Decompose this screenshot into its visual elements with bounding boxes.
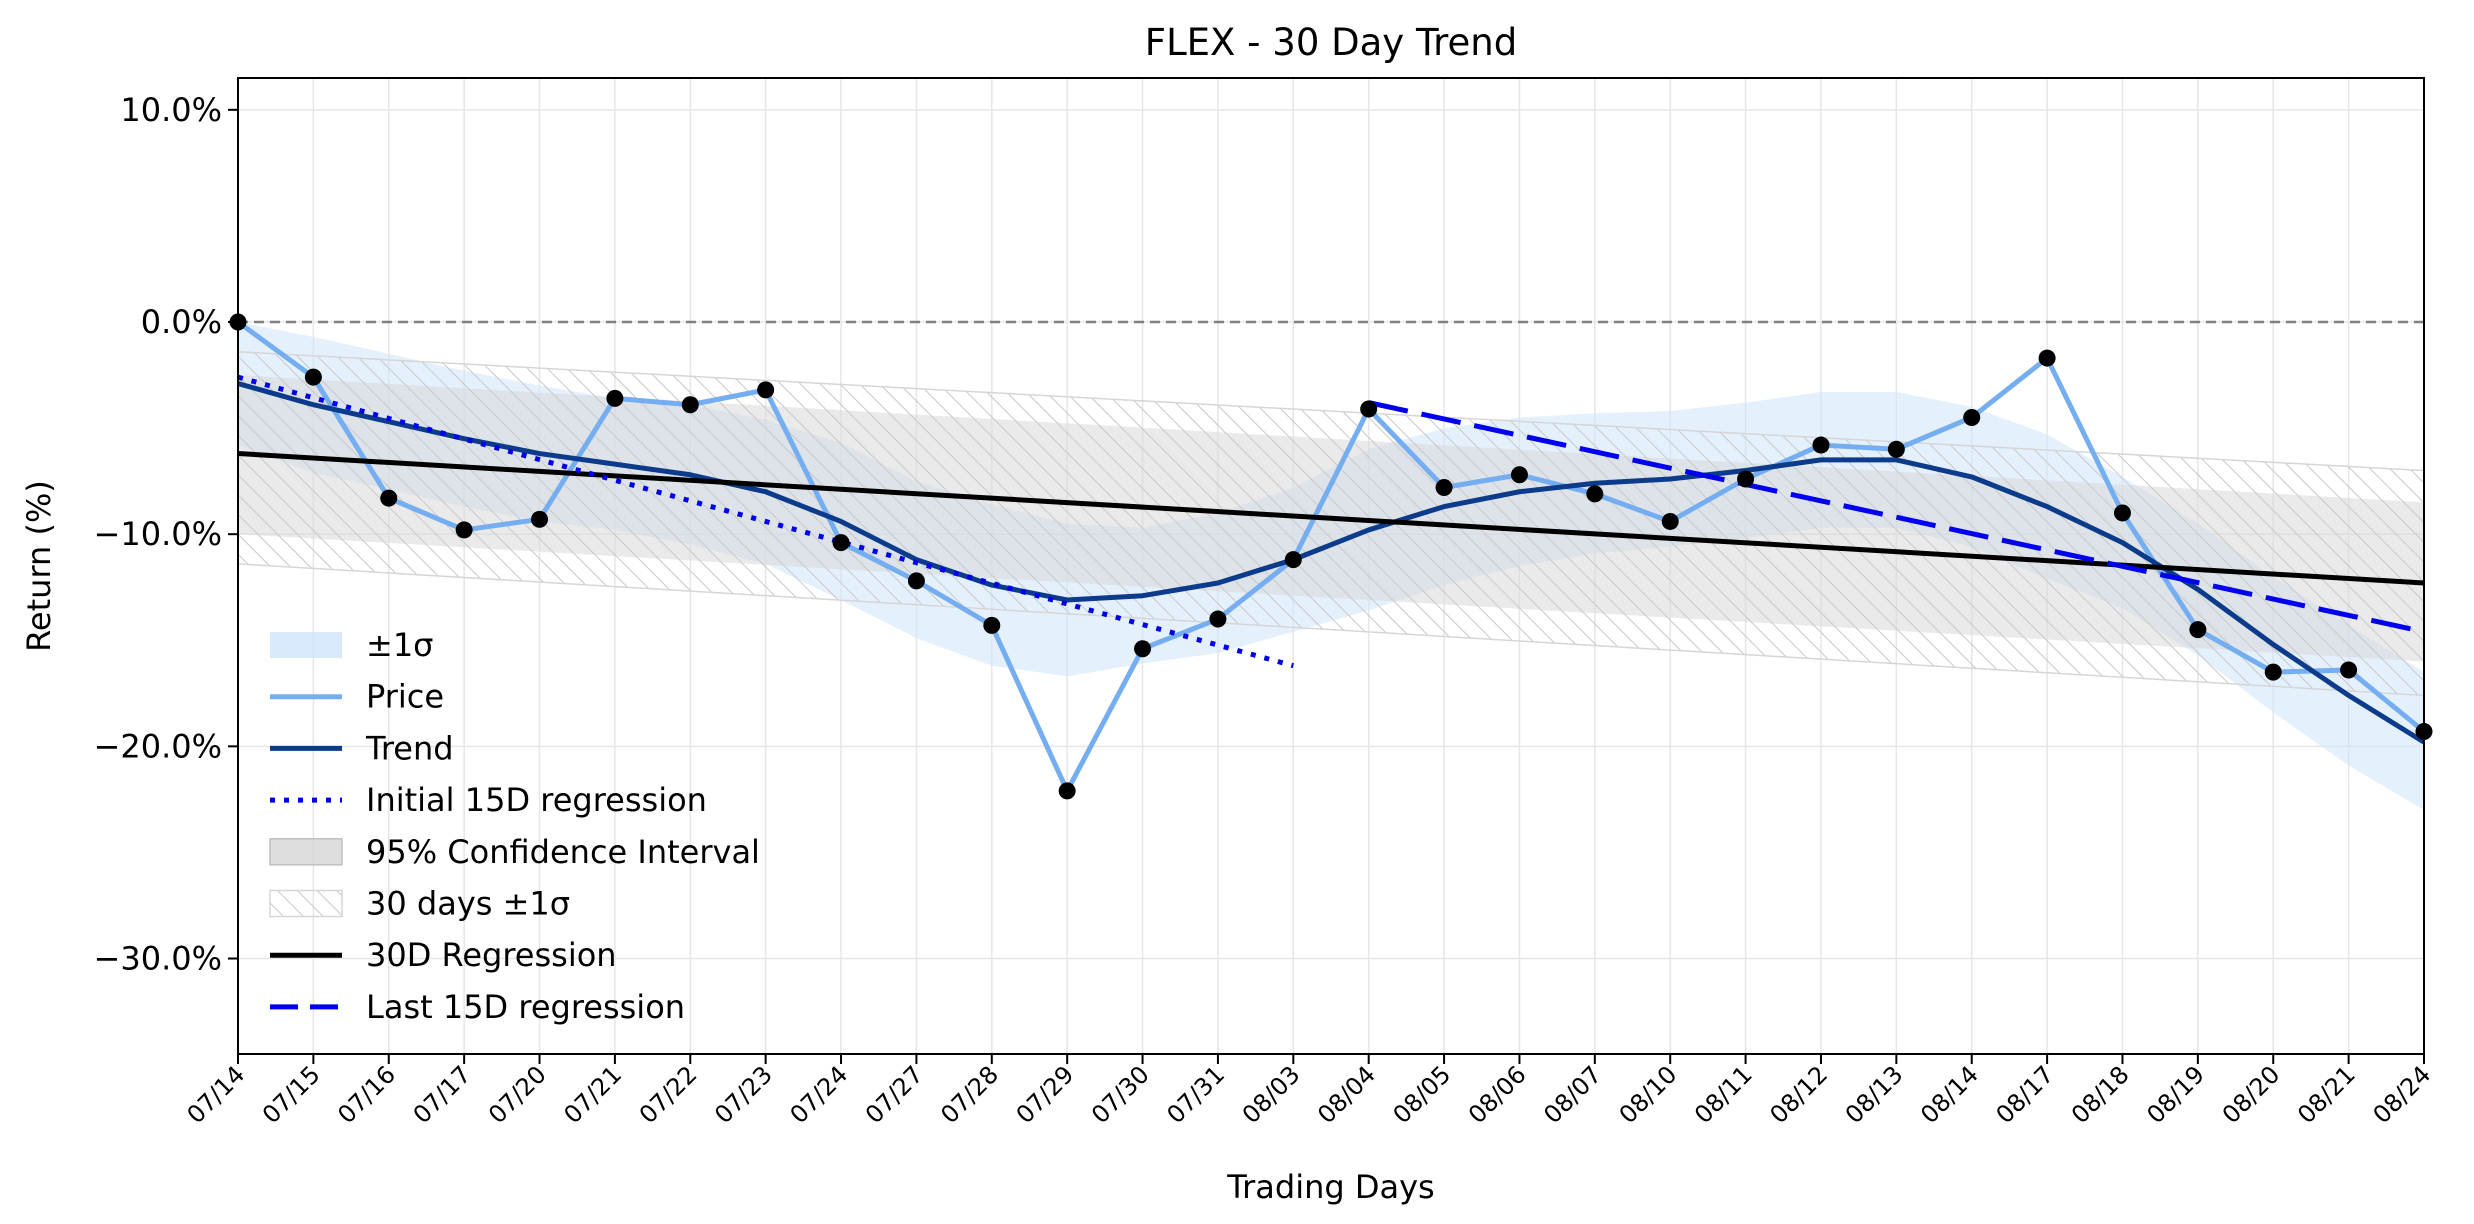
- price-point: [832, 534, 850, 552]
- price-point: [1737, 470, 1755, 488]
- y-ticks: 10.0% 0.0% −10.0% −20.0% −30.0%: [94, 91, 238, 978]
- x-tick-label: 07/24: [785, 1060, 854, 1129]
- x-tick-label: 08/17: [1991, 1060, 2060, 1129]
- price-point: [1435, 478, 1453, 496]
- price-point: [2340, 661, 2358, 679]
- price-point: [1661, 512, 1679, 530]
- x-tick-label: 07/31: [1161, 1060, 1230, 1129]
- price-point: [1510, 466, 1528, 484]
- y-tick-label: −20.0%: [94, 727, 222, 765]
- x-tick-label: 08/07: [1538, 1060, 1607, 1129]
- price-point: [1058, 782, 1076, 800]
- price-point: [2113, 504, 2131, 522]
- legend-label: ±1σ: [366, 626, 433, 664]
- thirty-day-sigma-band: [238, 350, 2424, 697]
- legend-label: 30D Regression: [366, 936, 617, 974]
- price-point: [907, 572, 925, 590]
- x-tick-label: 08/06: [1463, 1060, 1532, 1129]
- x-ticks: 07/14 07/15 07/16 07/17 07/20 07/21 07/22 07/23…: [182, 1054, 2437, 1129]
- price-point: [1963, 408, 1981, 426]
- price-point: [983, 616, 1001, 634]
- y-tick-label: −10.0%: [94, 515, 222, 553]
- y-tick-label: 10.0%: [120, 91, 222, 129]
- price-point: [531, 510, 549, 528]
- x-axis-label: Trading Days: [1226, 1168, 1434, 1206]
- legend-label: Trend: [365, 729, 454, 767]
- legend: ±1σ Price Trend Initial 15D regression 95% C…: [269, 626, 760, 1026]
- legend-label: Last 15D regression: [366, 988, 685, 1026]
- x-tick-label: 08/05: [1388, 1060, 1457, 1129]
- price-point: [1586, 485, 1604, 503]
- x-tick-label: 08/13: [1840, 1060, 1909, 1129]
- price-point: [2038, 349, 2056, 367]
- legend-swatch: [269, 889, 343, 918]
- price-point: [1887, 440, 1905, 458]
- x-tick-label: 07/14: [182, 1060, 251, 1129]
- y-tick-label: −30.0%: [94, 940, 222, 978]
- price-point: [1284, 551, 1302, 569]
- legend-label: Price: [366, 678, 444, 716]
- x-tick-label: 07/20: [483, 1060, 552, 1129]
- x-tick-label: 07/27: [860, 1060, 929, 1129]
- last-15d-regression-line: [1368, 400, 2424, 635]
- legend-label: 30 days ±1σ: [366, 885, 570, 923]
- price-point: [2189, 621, 2207, 639]
- chart-title: FLEX - 30 Day Trend: [1145, 21, 1517, 64]
- x-tick-label: 07/15: [257, 1060, 326, 1129]
- y-tick-label: 0.0%: [141, 303, 222, 341]
- x-tick-label: 07/22: [634, 1060, 703, 1129]
- price-point: [606, 389, 624, 407]
- x-tick-label: 08/19: [2141, 1060, 2210, 1129]
- trend-line: [238, 381, 2424, 745]
- price-point: [304, 368, 322, 386]
- x-tick-label: 08/20: [2217, 1060, 2286, 1129]
- x-tick-label: 08/18: [2066, 1060, 2135, 1129]
- price-point: [455, 521, 473, 539]
- initial-15d-regression-line: [238, 374, 1294, 669]
- legend-swatch: [269, 838, 343, 866]
- x-tick-label: 08/24: [2368, 1060, 2437, 1129]
- price-point: [1134, 640, 1152, 658]
- x-tick-label: 08/04: [1312, 1060, 1381, 1129]
- series-lines: [238, 319, 2424, 794]
- price-point: [1209, 610, 1227, 628]
- x-tick-label: 08/14: [1915, 1060, 1984, 1129]
- legend-swatch: [270, 632, 342, 658]
- y-axis-label: Return (%): [20, 480, 58, 652]
- price-point: [1812, 436, 1830, 454]
- x-tick-label: 08/12: [1764, 1060, 1833, 1129]
- x-tick-label: 07/21: [558, 1060, 627, 1129]
- price-point: [1360, 400, 1378, 418]
- price-point: [757, 381, 775, 399]
- legend-label: Initial 15D regression: [366, 781, 707, 819]
- x-tick-label: 08/03: [1237, 1060, 1306, 1129]
- price-point: [380, 489, 398, 507]
- x-tick-label: 07/28: [935, 1060, 1004, 1129]
- regression-30d-line: [238, 451, 2424, 586]
- price-line: [238, 319, 2424, 794]
- x-tick-label: 08/21: [2292, 1060, 2361, 1129]
- x-tick-label: 07/16: [332, 1060, 401, 1129]
- plot-frame: [237, 77, 2425, 1055]
- x-tick-label: 07/17: [408, 1060, 477, 1129]
- price-point: [681, 396, 699, 414]
- x-tick-label: 08/10: [1614, 1060, 1683, 1129]
- x-tick-label: 08/11: [1689, 1060, 1758, 1129]
- price-point: [2264, 663, 2282, 681]
- x-tick-label: 07/23: [709, 1060, 778, 1129]
- price-points: [229, 313, 2433, 800]
- legend-label: 95% Confidence Interval: [366, 833, 760, 871]
- x-tick-label: 07/29: [1011, 1060, 1080, 1129]
- x-tick-label: 07/30: [1086, 1060, 1155, 1129]
